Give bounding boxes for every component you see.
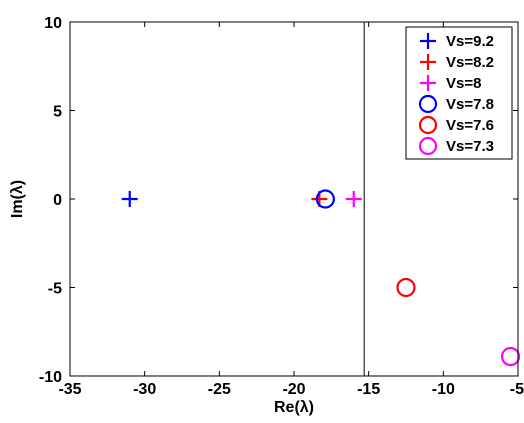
x-tick-label: -10 (432, 381, 455, 398)
legend-entry-label: Vs=9.2 (446, 33, 494, 50)
legend-entry-label: Vs=7.8 (446, 96, 494, 113)
y-tick-label: 10 (44, 15, 62, 32)
legend-marker-3 (420, 75, 436, 91)
legend-box (405, 26, 513, 160)
legend-entry-label: Vs=8.2 (446, 54, 494, 71)
y-axis-label: Im(λ) (9, 180, 26, 218)
legend-marker-1 (420, 33, 436, 49)
data-point-series-5 (396, 277, 416, 298)
legend-entry-label: Vs=7.3 (446, 138, 494, 155)
x-tick-label: -30 (133, 381, 156, 398)
data-point-series-3 (345, 191, 362, 207)
data-point-series-4 (315, 189, 335, 209)
legend-entry-label: Vs=7.6 (446, 117, 494, 134)
x-tick-label: -5 (510, 381, 524, 398)
legend-marker-5 (418, 115, 438, 135)
x-tick-label: -25 (208, 381, 231, 398)
x-axis-label: Re(λ) (274, 399, 314, 416)
data-point-series-6 (500, 346, 521, 367)
x-tick-label: -15 (357, 381, 380, 398)
x-tick-label: -35 (58, 381, 81, 398)
plot-marks (121, 22, 521, 376)
legend-marker-2 (420, 54, 436, 70)
legend-entry-label: Vs=8 (446, 75, 481, 92)
y-tick-label: 5 (53, 104, 62, 121)
y-tick-label: -10 (39, 369, 62, 386)
x-tick-label: -20 (282, 381, 305, 398)
y-tick-label: -5 (48, 281, 62, 298)
legend: Vs=9.2 Vs=8.2 Vs=8 Vs=7.8 Vs=7.6 Vs=7.3 (405, 26, 513, 160)
y-tick-label: 0 (53, 192, 62, 209)
axes: -35 -30 -25 -20 -15 -10 -5 -10 -5 0 5 10 (39, 15, 524, 398)
legend-marker-6 (418, 136, 438, 156)
legend-marker-4 (418, 94, 438, 114)
data-point-series-1 (121, 191, 138, 207)
